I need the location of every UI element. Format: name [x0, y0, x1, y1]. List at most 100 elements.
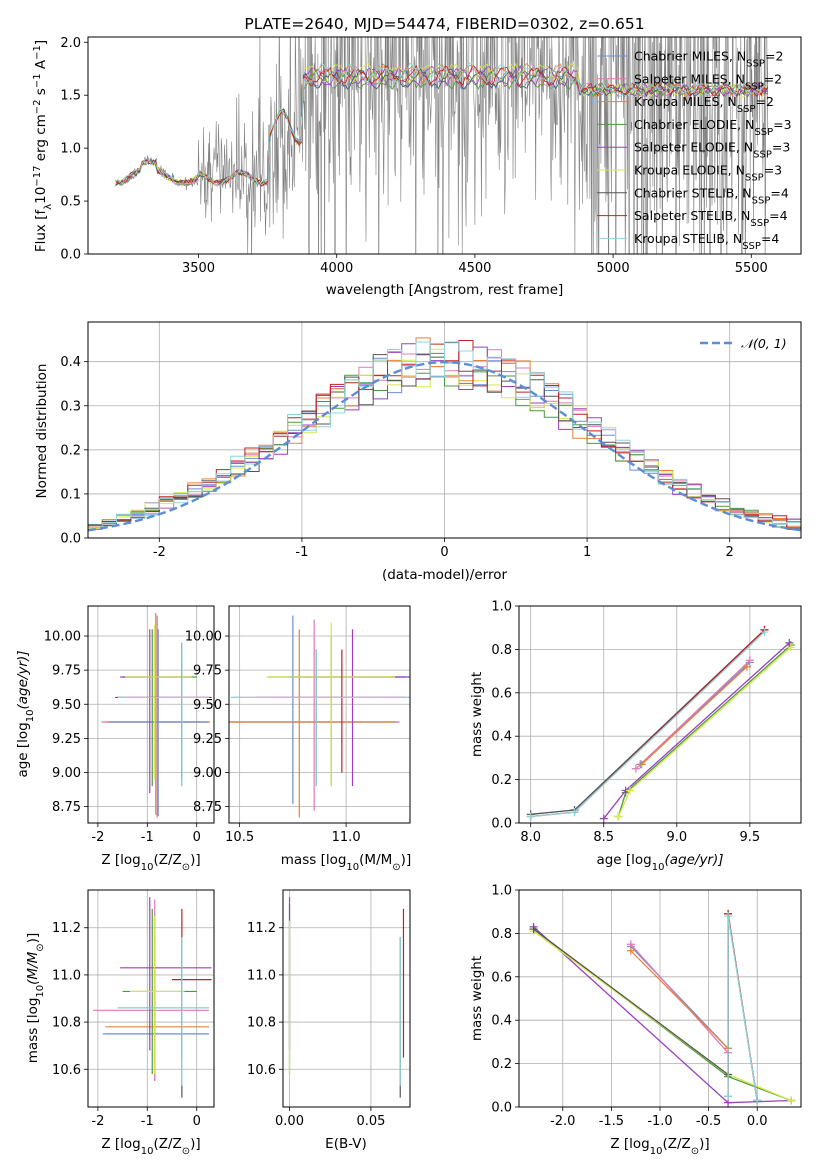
label-part: 10	[35, 985, 46, 998]
x-tick-label: -1.5	[599, 1114, 624, 1129]
x-tick-label: 3500	[182, 261, 215, 276]
x-tick-label: 9.5	[740, 830, 761, 845]
x-tick-label: 8.0	[520, 830, 541, 845]
residuals-axes: -2 -1 0 1 2 0.0 0.1 0.2 0.3 0.4 (data-model)/error…	[34, 321, 802, 583]
series-kroupa_miles	[630, 950, 729, 1049]
label-part: 10	[346, 862, 359, 873]
y-tick-label: 10.00	[44, 630, 81, 645]
x-tick-label: 4000	[320, 261, 353, 276]
x-axis-label: Z [log10(Z/Z⊙)]	[101, 1136, 200, 1157]
axes-frame	[518, 605, 802, 824]
label-part: Salpeter ELODIE, N	[634, 140, 753, 155]
series-salpeter_stelib	[530, 629, 765, 818]
label-part: erg cm	[33, 114, 49, 165]
y-tick-label: 0.2	[491, 773, 512, 788]
histogram-kroupa_stelib	[88, 341, 801, 528]
x-tick-label: 0	[440, 545, 448, 560]
y-tick-label: 1.5	[60, 89, 81, 104]
y-tick-label: 2.0	[60, 36, 81, 51]
label-part: Z [log	[101, 1136, 140, 1152]
series-kroupa_stelib	[727, 915, 758, 1101]
label-part: λ	[43, 204, 54, 210]
y-tick-label: 0.2	[60, 443, 81, 458]
weight-vs-age-plot	[519, 606, 801, 823]
x-tick-label: 2	[726, 545, 734, 560]
marker-kroupa_stelib	[753, 1096, 762, 1105]
label-part: Z [log	[101, 852, 140, 868]
legend-entry: 𝒩(0, 1)	[741, 336, 787, 351]
series-salpeter_miles	[630, 943, 729, 1054]
label-part: )]	[401, 852, 412, 868]
x-axis-label: age [log10(age/yr)]	[596, 852, 723, 873]
y-axis-label: age [log10(age/yr)]	[15, 650, 36, 777]
residuals-plot	[88, 322, 801, 538]
y-axis-label: mass weight	[469, 672, 485, 757]
x-tick-label: 5500	[735, 261, 768, 276]
axes-frame	[87, 36, 802, 255]
label-part: SSP	[754, 126, 773, 137]
model-kroupa_stelib	[115, 62, 768, 187]
spectrum-plot	[115, 37, 769, 254]
label-part: −2	[32, 99, 43, 114]
y-tick-label: 1.0	[491, 600, 512, 615]
spectrum-title: PLATE=2640, MJD=54474, FIBERID=0302, z=0…	[244, 15, 644, 33]
x-tick-label: 9.0	[666, 830, 687, 845]
marker-salpeter_miles	[745, 656, 754, 665]
x-tick-label: -2	[91, 1114, 104, 1129]
y-tick-label: 0.1	[60, 487, 81, 502]
marker-kroupa_stelib	[570, 808, 579, 817]
mass-vs-ebv-axes: 0.00 0.05 10.6 10.8 11.0 11.2 E(B-V)	[247, 889, 411, 1152]
label-part: (Z/Z	[662, 1136, 690, 1152]
label-part: =4	[769, 208, 787, 223]
marker-kroupa_elodie	[786, 643, 795, 652]
model-salpeter_elodie	[115, 64, 768, 187]
legend-entry: Salpeter ELODIE, NSSP=3	[634, 140, 790, 161]
x-tick-label: -1.0	[647, 1114, 672, 1129]
y-tick-label: 11.2	[247, 921, 276, 936]
x-tick-label: 1	[583, 545, 591, 560]
marker-kroupa_stelib	[724, 912, 733, 921]
label-part: s	[33, 88, 49, 99]
x-axis-label: mass [log10(M/M⊙)]	[281, 852, 411, 873]
x-tick-label: 5000	[597, 261, 630, 276]
label-part: 10	[141, 862, 154, 873]
marker-kroupa_stelib	[526, 812, 535, 821]
y-tick-label: 9.75	[52, 664, 81, 679]
y-tick-label: 10.00	[185, 630, 222, 645]
label-part: 10	[33, 187, 49, 204]
axes-frame	[87, 605, 215, 824]
mass-vs-ebv-plot	[283, 890, 410, 1107]
y-tick-label: 9.50	[193, 698, 222, 713]
label-part: (age/yr)]	[15, 650, 31, 709]
label-part: SSP	[752, 195, 771, 206]
x-tick-label: 0	[193, 1114, 201, 1129]
x-axis-label: (data-model)/error	[382, 567, 508, 583]
label-part: )]	[190, 852, 201, 868]
marker-chabrier_stelib	[529, 925, 538, 934]
y-tick-label: 11.2	[52, 921, 81, 936]
series-kroupa_elodie	[617, 646, 792, 817]
y-tick-label: 0.6	[491, 970, 512, 985]
age-vs-mass-plot	[229, 606, 410, 823]
weight-vs-age-axes: 8.0 8.5 9.0 9.5 0.0 0.2 0.4 0.6 0.8 1.0 mass weigh…	[469, 600, 802, 873]
x-tick-label: -1	[295, 545, 308, 560]
label-part: ⊙	[35, 943, 46, 951]
legend-entry: Salpeter MILES, NSSP=2	[634, 71, 782, 92]
label-part: =2	[765, 49, 783, 64]
marker-salpeter_elodie	[785, 638, 794, 647]
label-part: SSP	[742, 240, 761, 251]
y-tick-label: 0.0	[491, 817, 512, 832]
label-part: −17	[32, 166, 43, 187]
label-part: Flux [f	[33, 209, 49, 253]
x-tick-label: -1	[141, 1114, 154, 1129]
y-tick-label: 8.75	[52, 800, 81, 815]
marker-salpeter_elodie	[599, 814, 608, 823]
series-kroupa_miles	[641, 666, 748, 765]
label-part: age [log	[15, 722, 31, 777]
legend-entry: Kroupa STELIB, NSSP=4	[634, 231, 779, 252]
label-part: Kroupa MILES, N	[634, 94, 737, 109]
label-part: Salpeter STELIB, N	[634, 208, 750, 223]
y-tick-label: 0.6	[491, 686, 512, 701]
y-tick-label: 0.8	[491, 927, 512, 942]
legend-entry: Salpeter STELIB, NSSP=4	[634, 208, 788, 229]
